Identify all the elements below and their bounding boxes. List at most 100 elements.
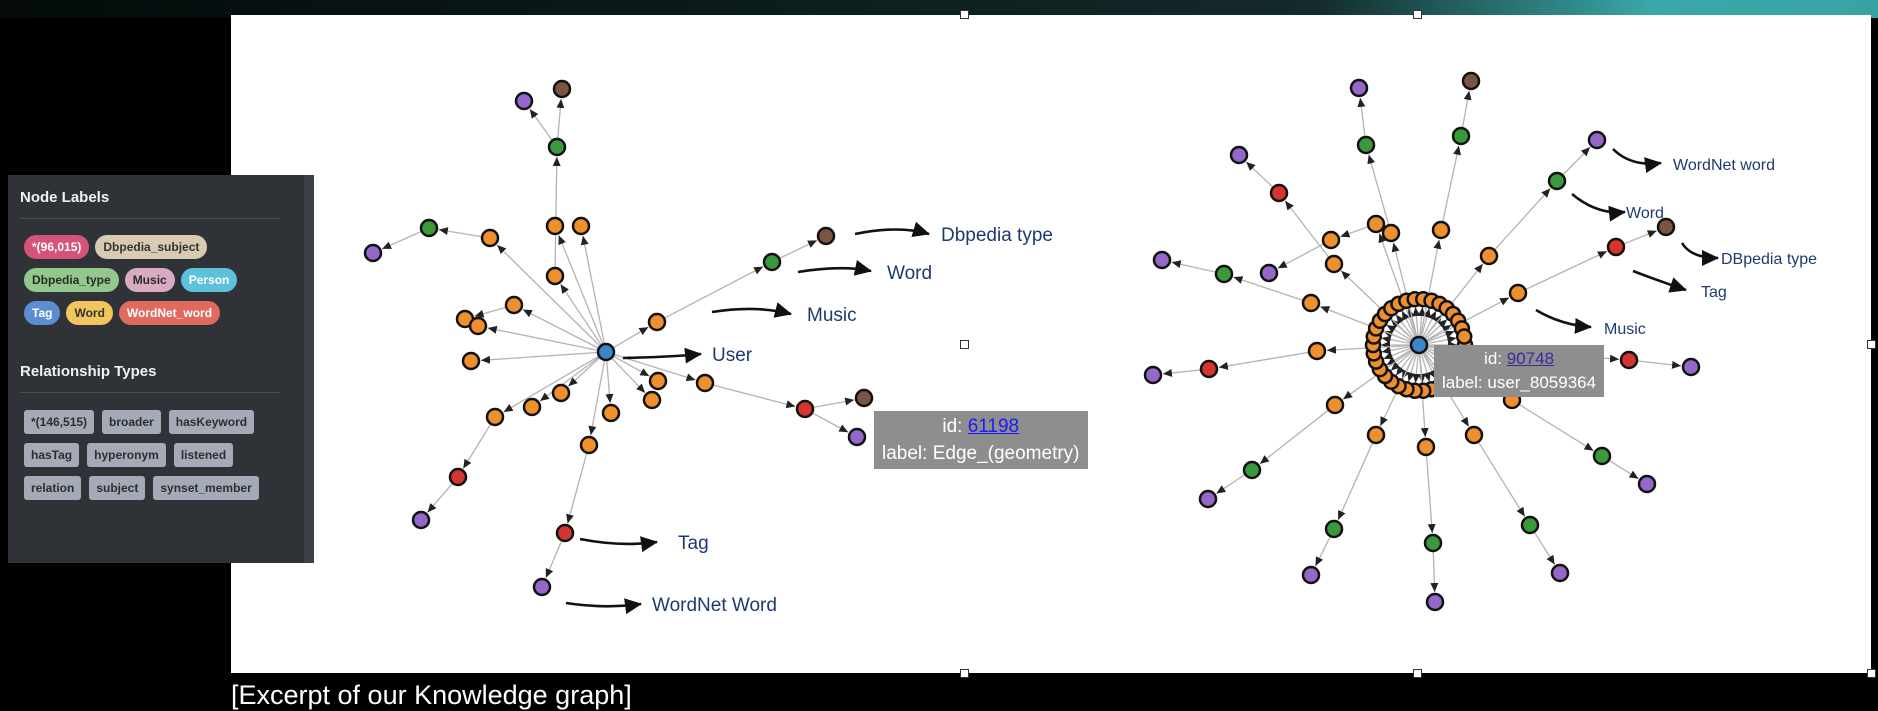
graph-node[interactable] <box>1356 135 1376 155</box>
graph-node[interactable] <box>1508 283 1528 303</box>
relationship-type-pill[interactable]: hasKeyword <box>168 410 255 434</box>
graph-node[interactable] <box>1606 237 1626 257</box>
relationship-type-pill[interactable]: listened <box>173 443 234 467</box>
graph-node[interactable] <box>647 312 667 332</box>
graph-node[interactable] <box>648 371 668 391</box>
node-label-pill[interactable]: Tag <box>24 301 61 325</box>
graph-node[interactable] <box>1637 474 1657 494</box>
graph-node[interactable] <box>547 137 567 157</box>
graph-node[interactable] <box>532 577 552 597</box>
graph-node[interactable] <box>596 342 616 362</box>
graph-node[interactable] <box>468 316 488 336</box>
graph-node[interactable] <box>1143 365 1163 385</box>
panel-scrollbar[interactable] <box>304 175 314 563</box>
graph-node[interactable] <box>795 399 815 419</box>
graph-node[interactable] <box>601 403 621 423</box>
graph-node[interactable] <box>485 407 505 427</box>
graph-node[interactable] <box>545 216 565 236</box>
graph-node[interactable] <box>1301 565 1321 585</box>
graph-node[interactable] <box>1455 328 1473 345</box>
graph-node[interactable] <box>522 397 542 417</box>
graph-node[interactable] <box>552 79 572 99</box>
graph-node[interactable] <box>1592 446 1612 466</box>
graph-node[interactable] <box>1681 357 1701 377</box>
graph-node[interactable] <box>1431 220 1451 240</box>
graph-node[interactable] <box>1520 515 1540 535</box>
node-label-pill[interactable]: Dbpedia_subject <box>95 235 208 259</box>
graph-node[interactable] <box>1229 145 1249 165</box>
node-label-pill[interactable]: *(96,015) <box>24 235 90 259</box>
graph-node[interactable] <box>854 388 874 408</box>
graph-node[interactable] <box>1451 126 1471 146</box>
graph-node[interactable] <box>571 216 591 236</box>
graph-node[interactable] <box>1269 183 1289 203</box>
graph-node[interactable] <box>1366 425 1386 445</box>
graph-node[interactable] <box>480 228 500 248</box>
graph-node[interactable] <box>579 435 599 455</box>
resize-handle-bottom-corner[interactable] <box>1867 669 1876 678</box>
resize-handle-bottom-mid[interactable] <box>960 669 969 678</box>
graph-node[interactable] <box>847 427 867 447</box>
node-label-pill[interactable]: Person <box>180 268 238 292</box>
node-label-pill[interactable]: WordNet_word <box>118 301 221 325</box>
graph-node[interactable] <box>1325 395 1345 415</box>
graph-node[interactable] <box>448 467 468 487</box>
resize-handle-top-right[interactable] <box>1413 10 1422 19</box>
graph-node[interactable] <box>695 373 715 393</box>
graph-node[interactable] <box>1464 425 1484 445</box>
graph-node[interactable] <box>1409 335 1429 355</box>
graph-node[interactable] <box>1425 592 1445 612</box>
relationship-type-pill[interactable]: hasTag <box>24 443 80 467</box>
graph-node[interactable] <box>1416 437 1436 457</box>
graph-node[interactable] <box>419 218 439 238</box>
graph-node[interactable] <box>1152 250 1172 270</box>
relationship-type-pill[interactable]: synset_member <box>153 476 259 500</box>
relationship-type-pill[interactable]: broader <box>102 410 161 434</box>
graph-node[interactable] <box>504 295 524 315</box>
graph-node[interactable] <box>642 390 662 410</box>
node-label-pill[interactable]: Music <box>124 268 175 292</box>
graph-node[interactable] <box>1307 341 1327 361</box>
graph-node[interactable] <box>555 523 575 543</box>
graph-node[interactable] <box>551 383 571 403</box>
knowledge-graph-figure[interactable]: Dbpedia type Word Music User Tag WordNet Word… <box>231 15 1871 673</box>
resize-handle-center[interactable] <box>960 340 969 349</box>
relationship-type-pill[interactable]: hyperonym <box>87 443 166 467</box>
graph-node[interactable] <box>1619 350 1639 370</box>
graph-node[interactable] <box>1324 519 1344 539</box>
graph-node[interactable] <box>1214 264 1234 284</box>
node-id-link[interactable]: 61198 <box>967 416 1020 437</box>
graph-node[interactable] <box>1321 230 1341 250</box>
resize-handle-top-mid[interactable] <box>960 10 969 19</box>
graph-node[interactable] <box>1461 71 1481 91</box>
relationship-type-pill[interactable]: subject <box>89 476 146 500</box>
graph-node[interactable] <box>1656 217 1676 237</box>
node-label-pill[interactable]: Word <box>66 301 113 325</box>
graph-node[interactable] <box>363 243 383 263</box>
graph-node[interactable] <box>1242 460 1262 480</box>
graph-node[interactable] <box>1550 563 1570 583</box>
graph-node[interactable] <box>1349 78 1369 98</box>
graph-node[interactable] <box>1366 214 1386 234</box>
node-id-link[interactable]: 90748 <box>1506 349 1555 368</box>
figure-canvas[interactable]: Dbpedia type Word Music User Tag WordNet Word… <box>231 15 1871 673</box>
relationship-type-pill[interactable]: relation <box>24 476 82 500</box>
graph-node[interactable] <box>411 510 431 530</box>
node-label-pill[interactable]: Dbpedia_type <box>24 268 119 292</box>
relationship-type-pill[interactable]: *(146,515) <box>24 410 95 434</box>
resize-handle-bottom-right[interactable] <box>1413 669 1422 678</box>
graph-node[interactable] <box>1381 223 1401 243</box>
graph-node[interactable] <box>1324 254 1344 274</box>
graph-node[interactable] <box>1301 293 1321 313</box>
graph-node[interactable] <box>1198 489 1218 509</box>
graph-node[interactable] <box>1547 171 1567 191</box>
graph-node[interactable] <box>1479 246 1499 266</box>
graph-node[interactable] <box>461 351 481 371</box>
graph-node[interactable] <box>762 252 782 272</box>
graph-node[interactable] <box>1587 130 1607 150</box>
graph-node[interactable] <box>816 226 836 246</box>
graph-node[interactable] <box>1199 359 1219 379</box>
graph-node[interactable] <box>1259 263 1279 283</box>
graph-node[interactable] <box>514 91 534 111</box>
graph-node[interactable] <box>545 266 565 286</box>
